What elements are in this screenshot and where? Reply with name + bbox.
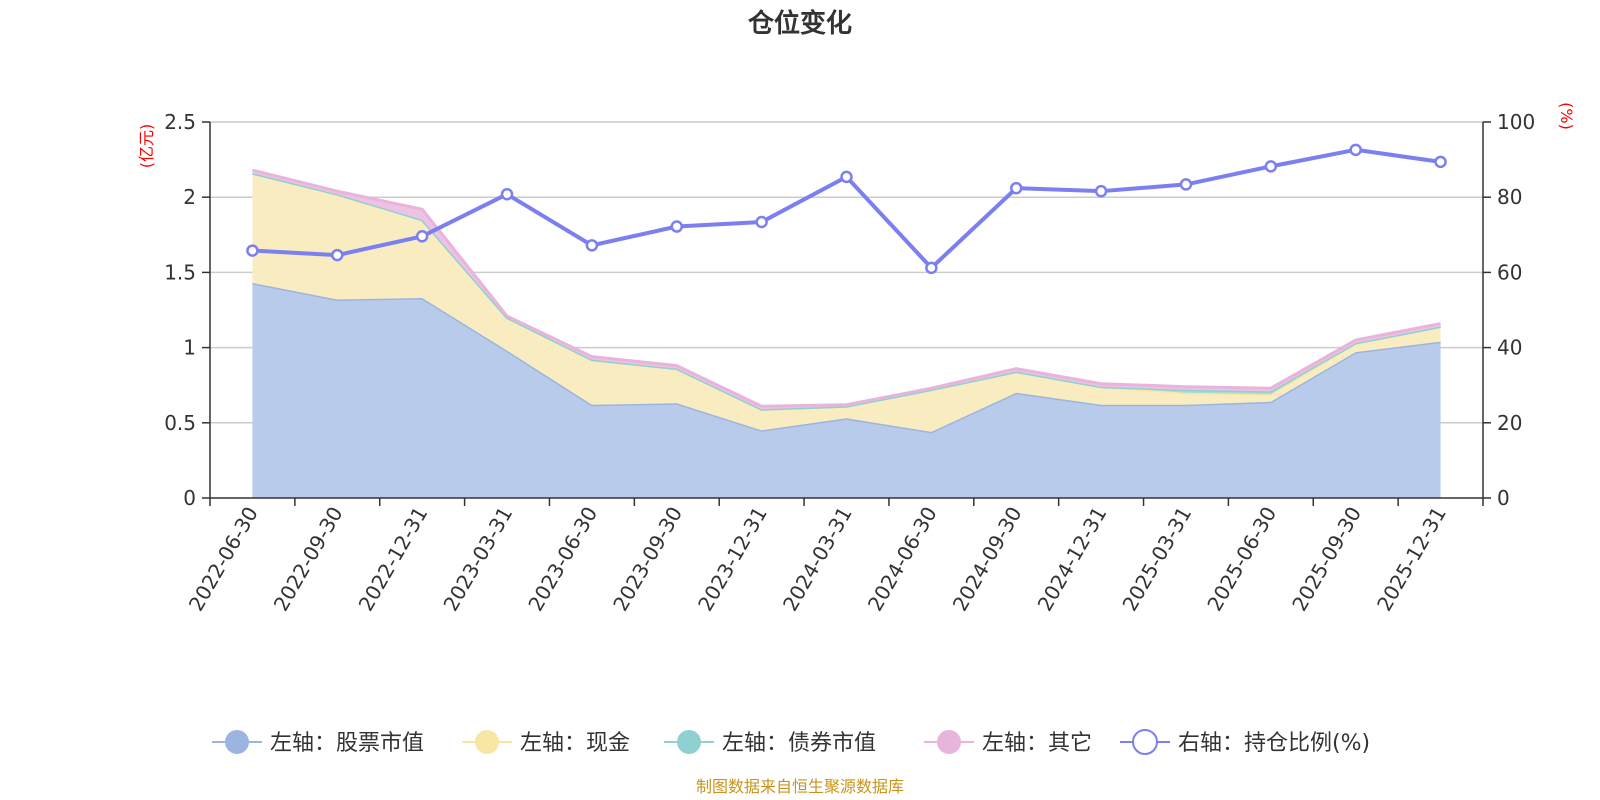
- right-axis-tick-label: 40: [1497, 336, 1522, 360]
- ratio-point: [1094, 184, 1108, 198]
- right-axis-tick-label: 100: [1497, 110, 1535, 134]
- left-axis-tick-label: 0: [183, 486, 196, 510]
- x-axis-tick-label: 2025-03-31: [1117, 503, 1196, 616]
- x-axis-tick-label: 2023-09-30: [608, 503, 687, 616]
- right-axis-tick-label: 60: [1497, 260, 1522, 284]
- ratio-point: [415, 230, 429, 243]
- legend-label: 左轴：债券市值: [722, 731, 876, 756]
- data-source-note: 制图数据来自恒生聚源数据库: [696, 777, 904, 796]
- left-axis-tick-label: 2: [183, 185, 196, 209]
- ratio-line-series: [246, 143, 1447, 275]
- right-axis-unit: (%): [1557, 102, 1576, 130]
- ratio-point: [1434, 155, 1447, 169]
- ratio-point: [1264, 160, 1278, 173]
- ratio-point: [755, 215, 768, 229]
- area-series-edge-3: [252, 168, 1441, 408]
- left-axis-tick-label: 2.5: [164, 110, 196, 134]
- chart-title: 仓位变化: [747, 8, 852, 39]
- x-axis-tick-label: 2024-03-31: [778, 503, 857, 616]
- right-axis-tick-label: 80: [1497, 185, 1522, 209]
- ratio-point: [1009, 181, 1023, 195]
- x-axis-tick-label: 2023-03-31: [438, 503, 517, 616]
- area-series-1: [252, 173, 1441, 432]
- legend-label: 右轴：持仓比例(%): [1178, 731, 1370, 756]
- x-axis-tick-label: 2022-06-30: [184, 503, 263, 616]
- area-series-0: [252, 282, 1441, 498]
- right-axis-tick-label: 0: [1497, 486, 1510, 510]
- x-axis-tick-label: 2024-09-30: [948, 503, 1027, 616]
- x-axis-tick-label: 2024-06-30: [863, 503, 942, 616]
- left-axis-unit: (亿元): [137, 124, 156, 169]
- left-axis-tick-label: 0.5: [164, 411, 196, 435]
- ratio-point: [500, 187, 514, 201]
- ratio-point: [585, 239, 599, 252]
- x-axis-tick-label: 2024-12-31: [1033, 503, 1112, 616]
- stacked-areas: [252, 168, 1441, 498]
- ratio-point: [246, 244, 259, 257]
- x-axis-tick-label: 2022-09-30: [269, 503, 348, 616]
- legend-marker: [937, 730, 961, 754]
- ratio-point: [670, 220, 684, 233]
- legend-marker: [225, 730, 249, 754]
- ratio-point: [925, 261, 938, 275]
- legend-item[interactable]: 左轴：债券市值: [664, 730, 876, 756]
- legend-item[interactable]: 左轴：现金: [462, 730, 630, 756]
- legend-marker: [475, 730, 499, 754]
- x-axis-tick-label: 2022-12-31: [354, 502, 433, 615]
- legend-label: 左轴：股票市值: [270, 731, 424, 756]
- ratio-point: [331, 248, 344, 262]
- x-axis-tick-label: 2025-12-31: [1372, 503, 1451, 616]
- ratio-point: [840, 170, 853, 184]
- legend-item[interactable]: 左轴：其它: [924, 730, 1092, 756]
- legend-marker: [677, 730, 701, 754]
- legend-marker: [1132, 729, 1158, 755]
- legend-label: 左轴：其它: [982, 731, 1092, 756]
- legend-item[interactable]: 右轴：持仓比例(%): [1120, 729, 1370, 756]
- x-axis-tick-label: 2023-06-30: [523, 503, 602, 616]
- right-axis-tick-label: 20: [1497, 411, 1522, 435]
- x-axis-tick-label: 2025-06-30: [1202, 503, 1281, 616]
- x-axis-tick-label: 2023-12-31: [693, 503, 772, 616]
- ratio-point: [1349, 143, 1362, 157]
- legend-label: 左轴：现金: [520, 731, 630, 756]
- left-axis-tick-label: 1.5: [164, 260, 196, 284]
- left-axis-tick-label: 1: [183, 336, 196, 360]
- legend[interactable]: 左轴：股票市值 左轴：现金 左轴：债券市值 左轴：其它 右轴：持仓比例(%): [212, 729, 1370, 756]
- ratio-point: [1179, 178, 1193, 191]
- x-axis-tick-label: 2025-09-30: [1287, 503, 1366, 616]
- legend-item[interactable]: 左轴：股票市值: [212, 730, 424, 756]
